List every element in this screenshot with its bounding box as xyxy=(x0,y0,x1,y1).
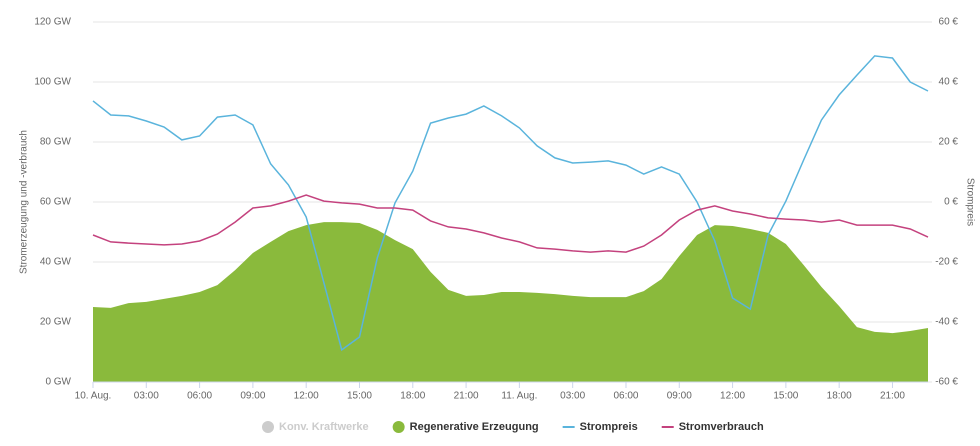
x-tick-label: 06:00 xyxy=(187,391,212,402)
x-tick-label: 15:00 xyxy=(773,391,798,402)
x-tick-label: 03:00 xyxy=(560,391,585,402)
x-tick-label: 21:00 xyxy=(880,391,905,402)
legend-marker[interactable] xyxy=(392,421,405,433)
y-tick-label: 60 GW xyxy=(40,197,72,208)
legend-label[interactable]: Strompreis xyxy=(580,421,638,433)
y2-axis-title: Strompreis xyxy=(964,178,975,226)
legend-label[interactable]: Regenerative Erzeugung xyxy=(410,421,539,433)
legend-marker[interactable] xyxy=(262,421,274,433)
x-tick-label: 09:00 xyxy=(667,391,692,402)
line xyxy=(92,194,929,253)
x-tick-label: 21:00 xyxy=(454,391,479,402)
x-tick-label: 12:00 xyxy=(720,391,745,402)
x-tick-label: 09:00 xyxy=(240,391,265,402)
y-tick-label: 80 GW xyxy=(40,137,72,148)
y2-tick-label: -20 € xyxy=(935,257,958,268)
legend-label[interactable]: Konv. Kraftwerke xyxy=(279,421,369,433)
y2-tick-label: -40 € xyxy=(935,317,958,328)
x-tick-label: 03:00 xyxy=(134,391,159,402)
line xyxy=(92,55,929,352)
y-axis-title: Stromerzeugung und -verbrauch xyxy=(19,130,30,274)
y-tick-label: 0 GW xyxy=(45,377,71,388)
y2-tick-label: -60 € xyxy=(935,377,958,388)
x-tick-label: 15:00 xyxy=(347,391,372,402)
x-tick-label: 11. Aug. xyxy=(501,391,537,402)
x-tick-label: 18:00 xyxy=(827,391,852,402)
legend-label[interactable]: Stromverbrauch xyxy=(679,421,764,433)
y-tick-label: 40 GW xyxy=(40,257,72,268)
y-tick-label: 100 GW xyxy=(34,77,71,88)
x-tick-label: 12:00 xyxy=(294,391,319,402)
x-tick-label: 10. Aug. xyxy=(75,391,112,402)
x-tick-label: 06:00 xyxy=(613,391,638,402)
area xyxy=(93,222,928,382)
x-tick-label: 18:00 xyxy=(400,391,425,402)
y2-tick-label: 0 € xyxy=(944,197,958,208)
y-tick-label: 20 GW xyxy=(40,317,72,328)
y2-tick-label: 60 € xyxy=(939,17,959,28)
y2-tick-label: 20 € xyxy=(939,137,959,148)
y-tick-label: 120 GW xyxy=(34,17,71,28)
y2-tick-label: 40 € xyxy=(939,77,959,88)
